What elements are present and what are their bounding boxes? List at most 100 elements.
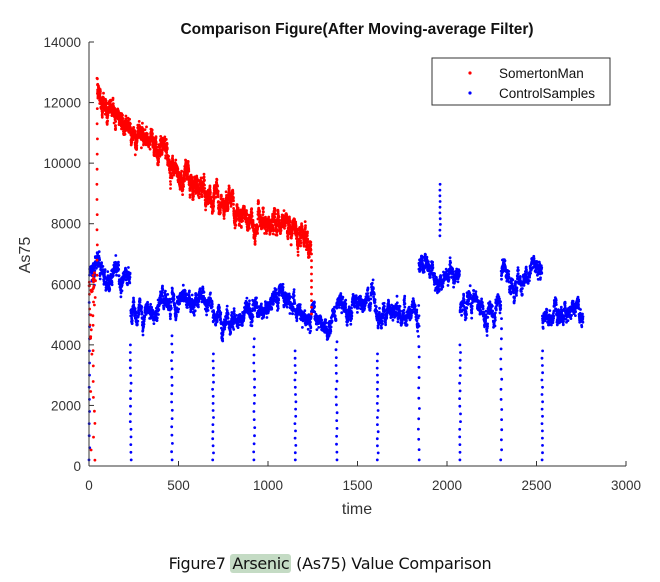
data-point-controlsamples [499, 303, 503, 307]
data-point-controlsamples [281, 286, 285, 289]
data-point-controlsamples [422, 270, 426, 274]
data-point-controlsamples [464, 316, 468, 320]
data-point-controlsamples [499, 347, 503, 351]
data-point-controlsamples [211, 430, 215, 434]
data-point-controlsamples [294, 393, 297, 396]
data-point-controlsamples [161, 288, 165, 292]
data-point-controlsamples [462, 298, 466, 302]
data-point-controlsamples [129, 343, 132, 347]
data-point-controlsamples [541, 327, 545, 330]
data-point-somertonman [93, 458, 97, 462]
data-point-controlsamples [413, 304, 417, 308]
data-point-controlsamples [429, 273, 432, 277]
data-point-controlsamples [212, 380, 215, 384]
data-point-controlsamples [366, 286, 370, 290]
data-point-controlsamples [293, 349, 297, 353]
data-point-controlsamples [253, 426, 257, 429]
data-point-controlsamples [486, 324, 489, 328]
data-point-controlsamples [540, 407, 544, 411]
data-point-controlsamples [103, 268, 107, 271]
data-point-controlsamples [500, 327, 503, 331]
data-point-controlsamples [486, 315, 490, 319]
data-point-controlsamples [335, 379, 339, 383]
data-point-controlsamples [334, 371, 338, 375]
data-point-controlsamples [395, 301, 399, 305]
data-point-controlsamples [170, 392, 174, 396]
data-point-controlsamples [140, 305, 144, 308]
data-point-somertonman [92, 286, 95, 290]
data-point-controlsamples [293, 451, 297, 455]
data-point-controlsamples [170, 417, 174, 420]
data-point-controlsamples [309, 315, 313, 319]
data-point-controlsamples [462, 294, 466, 298]
data-point-controlsamples [98, 258, 101, 262]
data-point-controlsamples [431, 263, 435, 267]
data-point-controlsamples [411, 297, 415, 300]
data-point-controlsamples [481, 304, 485, 308]
data-point-controlsamples [100, 261, 103, 264]
data-point-controlsamples [136, 319, 140, 323]
data-point-controlsamples [485, 330, 489, 333]
data-point-controlsamples [380, 326, 383, 330]
data-point-controlsamples [277, 293, 281, 297]
chart-title: Comparison Figure(After Moving-average F… [180, 21, 533, 38]
data-point-controlsamples [438, 228, 442, 232]
data-point-somertonman [95, 243, 99, 247]
data-point-controlsamples [170, 433, 174, 437]
data-point-controlsamples [108, 288, 112, 291]
data-point-somertonman [92, 396, 95, 399]
data-point-controlsamples [569, 317, 573, 320]
data-point-controlsamples [335, 306, 339, 310]
data-point-controlsamples [499, 307, 503, 310]
data-point-controlsamples [334, 348, 338, 352]
data-point-controlsamples [146, 303, 150, 306]
data-point-controlsamples [417, 314, 421, 318]
data-point-controlsamples [417, 417, 421, 421]
data-point-controlsamples [375, 402, 379, 405]
data-point-controlsamples [403, 294, 407, 298]
data-point-controlsamples [164, 289, 167, 293]
data-point-controlsamples [170, 408, 174, 412]
data-point-controlsamples [470, 316, 474, 320]
data-point-controlsamples [344, 298, 348, 302]
data-point-controlsamples [170, 425, 174, 429]
data-point-somertonman [91, 323, 95, 327]
data-point-controlsamples [500, 418, 503, 421]
data-point-controlsamples [561, 323, 565, 327]
data-point-controlsamples [152, 322, 156, 325]
data-point-controlsamples [219, 322, 223, 326]
data-point-controlsamples [559, 305, 563, 309]
data-point-controlsamples [370, 281, 374, 285]
data-point-controlsamples [313, 310, 317, 314]
data-point-controlsamples [298, 306, 302, 309]
data-point-controlsamples [205, 313, 209, 317]
data-point-controlsamples [516, 272, 520, 276]
data-point-controlsamples [375, 458, 379, 462]
data-point-somertonman [111, 96, 115, 100]
data-point-controlsamples [293, 356, 297, 360]
data-point-controlsamples [494, 311, 497, 315]
data-point-controlsamples [250, 324, 254, 328]
data-point-controlsamples [491, 304, 494, 308]
data-point-controlsamples [419, 264, 423, 268]
data-point-somertonman [137, 120, 141, 123]
data-point-controlsamples [298, 303, 302, 306]
data-point-controlsamples [334, 356, 338, 359]
data-point-controlsamples [178, 302, 182, 306]
data-point-controlsamples [486, 322, 489, 326]
data-point-controlsamples [446, 284, 450, 287]
data-point-controlsamples [172, 297, 176, 301]
data-point-somertonman [91, 274, 95, 277]
data-point-controlsamples [181, 283, 185, 287]
data-point-controlsamples [566, 319, 570, 322]
data-point-controlsamples [541, 371, 544, 375]
data-point-controlsamples [132, 298, 136, 302]
data-point-controlsamples [522, 284, 526, 287]
data-point-somertonman [114, 124, 117, 127]
data-point-controlsamples [416, 316, 420, 320]
data-point-controlsamples [402, 311, 406, 315]
data-point-controlsamples [577, 299, 581, 303]
data-point-controlsamples [387, 303, 391, 306]
data-point-controlsamples [218, 305, 221, 309]
